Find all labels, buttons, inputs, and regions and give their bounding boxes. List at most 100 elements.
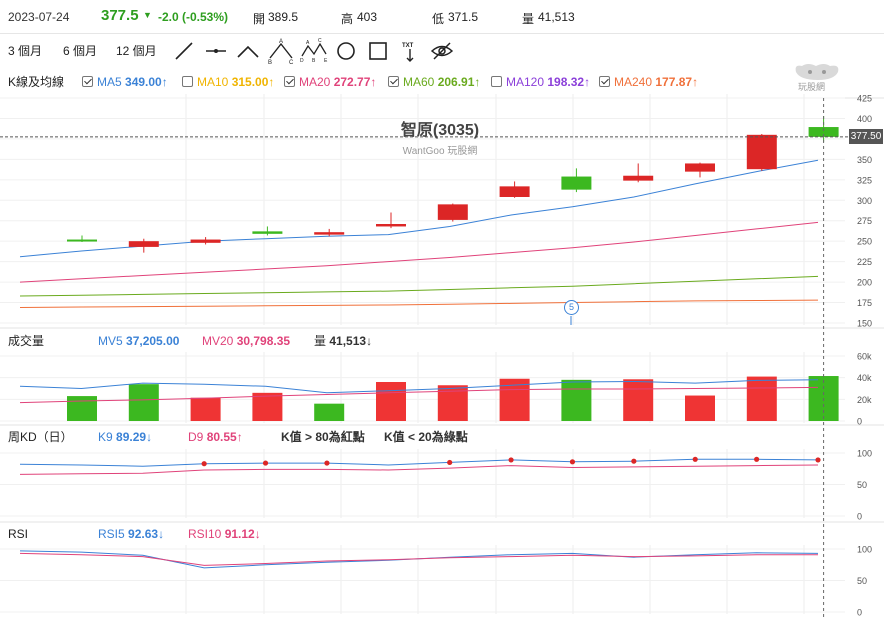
mv20-label: MV20 [202, 334, 234, 348]
mv5-line [19, 379, 819, 394]
mv20-line [19, 386, 819, 404]
ma20-line [19, 221, 819, 283]
bull-logo-icon [795, 64, 839, 80]
open-label: 開 [253, 12, 266, 26]
abcde-label-e: E [324, 58, 328, 64]
ma20-value: 272.77 [333, 75, 371, 89]
volume-tick-label: 60k [857, 352, 872, 362]
vol-label: 量 [314, 334, 327, 348]
rsi-tick-label: 100 [857, 545, 872, 555]
range-12m-button[interactable]: 12 個月 [116, 44, 157, 58]
price-tick-label: 225 [857, 257, 872, 267]
polyline-tool-icon[interactable] [236, 39, 260, 63]
ma120-label: MA120 [506, 75, 545, 89]
range-3m-button[interactable]: 3 個月 [8, 44, 43, 58]
high-value: 403 [357, 10, 378, 24]
line-tool-icon[interactable] [172, 39, 196, 63]
rsi10-item: RSI10 91.12↓ [188, 525, 261, 543]
volume-tick-label: 0 [857, 417, 862, 427]
kd-red-dot [262, 460, 269, 466]
ma10-toggle[interactable]: MA10 315.00↑ [182, 73, 274, 91]
low-label: 低 [432, 12, 445, 26]
rsi-title: RSI [8, 527, 29, 541]
d9-value: 80.55 [206, 430, 237, 444]
volume-tick-label: 40k [857, 373, 872, 383]
mv20-item: MV20 30,798.35 [202, 332, 290, 350]
ma240-toggle[interactable]: MA240 177.87↑ [599, 73, 698, 91]
range-6m-button[interactable]: 6 個月 [63, 44, 98, 58]
volume-bar [314, 403, 345, 421]
rectangle-tool-icon[interactable] [366, 39, 390, 63]
volume-tick-label: 20k [857, 395, 872, 405]
volume-value: 41,513 [538, 10, 575, 24]
ma120-toggle[interactable]: MA120 198.32↑ [491, 73, 590, 91]
stock-subtitle: WantGoo 玩股網 [402, 146, 478, 157]
abc-pattern-tool-icon[interactable]: A B C [268, 36, 294, 64]
price-tick-label: 250 [857, 237, 872, 247]
kd-red-dot [754, 456, 760, 462]
ma5-label: MA5 [97, 75, 122, 89]
abcde-label-b: B [312, 58, 316, 64]
rsi10-line [19, 552, 818, 566]
k9-item: K9 89.29↓ [98, 428, 152, 446]
text-tool-icon[interactable]: TXT [398, 39, 422, 63]
candle-body [67, 239, 97, 242]
kd-red-dot [508, 457, 514, 463]
up-arrow-icon: ↑ [692, 75, 699, 89]
quote-date: 2023-07-24 [8, 10, 70, 24]
volume-bar [190, 397, 221, 421]
logo-text: 玩股網 [798, 82, 826, 92]
chart-toolbar: 3 個月 6 個月 12 個月 A B C A B C D E TXT [0, 34, 884, 68]
mv5-label: MV5 [98, 334, 123, 348]
candle-body [128, 241, 159, 247]
candle-body [252, 231, 283, 234]
hide-drawings-icon[interactable] [430, 39, 454, 63]
quote-price: 377.5 [101, 7, 139, 24]
ma240-value: 177.87 [655, 75, 693, 89]
event-marker[interactable]: 5 [564, 300, 579, 315]
stock-title: 智原(3035) [400, 122, 480, 139]
candle-body [746, 134, 777, 170]
circle-tool-icon[interactable] [334, 39, 358, 63]
kd-tick-label: 100 [857, 449, 872, 459]
candle-body [376, 224, 406, 227]
kd-red-dot [631, 458, 637, 464]
chart-watermark: 智原(3035) WantGoo 玩股網 [0, 116, 880, 157]
candle-body [808, 127, 839, 137]
abcde-label-c: C [318, 38, 322, 44]
price-tick-label: 325 [857, 175, 872, 185]
up-arrow-icon: ↑ [268, 75, 275, 89]
abcde-label-a: A [306, 40, 310, 46]
k9-line [19, 458, 819, 467]
low-value: 371.5 [448, 10, 479, 24]
horizontal-line-tool-icon[interactable] [204, 39, 228, 63]
price-tick-label: 275 [857, 216, 872, 226]
ma5-toggle[interactable]: MA5 349.00↑ [82, 73, 168, 91]
volume-bar [67, 396, 97, 421]
ma-legend-title: K線及均線 [8, 75, 65, 89]
ma60-line [19, 275, 819, 297]
rsi10-label: RSI10 [188, 527, 222, 541]
mv5-value: 37,205.00 [126, 334, 180, 348]
quote-change: -2.0 (-0.53%) [158, 10, 229, 24]
price-tick-label: 425 [857, 94, 872, 104]
abc-label-c: C [289, 60, 294, 64]
ma60-toggle[interactable]: MA60 206.91↑ [388, 73, 480, 91]
rsi-tick-label: 50 [857, 576, 867, 586]
down-arrow-icon: ↓ [158, 527, 165, 541]
kd-red-dot [815, 457, 821, 463]
rsi5-item: RSI5 92.63↓ [98, 525, 164, 543]
checkbox-icon [82, 76, 93, 87]
ma20-toggle[interactable]: MA20 272.77↑ [284, 73, 376, 91]
up-arrow-icon: ↑ [370, 75, 377, 89]
volume-bar [376, 382, 406, 421]
ma60-value: 206.91 [437, 75, 475, 89]
mv20-value: 30,798.35 [236, 334, 291, 348]
kd-note-green: K值 < 20為綠點 [384, 430, 468, 444]
kd-red-dot [201, 461, 207, 467]
candle-body [437, 204, 468, 220]
price-tick-label: 350 [857, 155, 872, 165]
abcde-pattern-tool-icon[interactable]: A B C D E [300, 36, 328, 64]
kd-red-dot [447, 459, 453, 466]
